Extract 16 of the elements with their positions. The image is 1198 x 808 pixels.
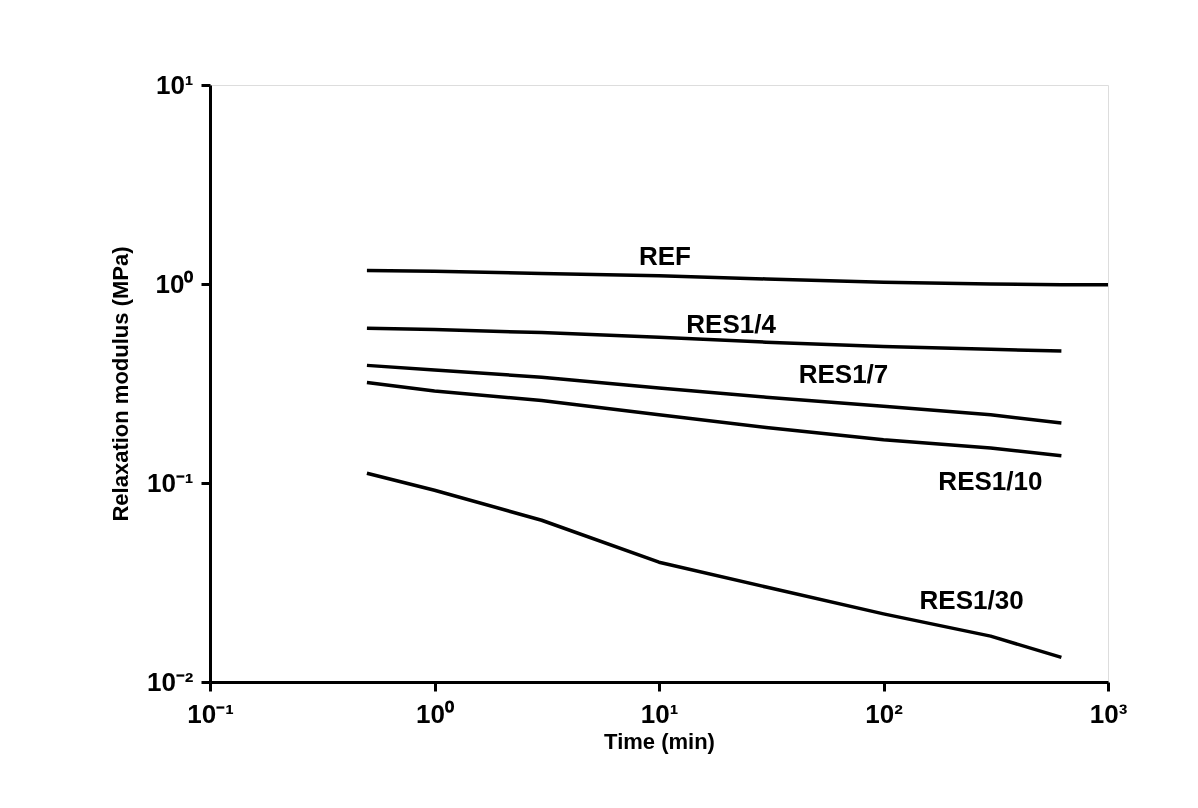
x-axis-title: Time (min)	[604, 728, 715, 754]
x-tick-label: 10¹	[640, 698, 679, 729]
y-tick-label: 10⁰	[155, 268, 195, 299]
x-tick-label: 10²	[865, 698, 904, 729]
x-tick-label: 10⁻¹	[187, 698, 234, 729]
series-label: RES1/30	[919, 585, 1024, 616]
y-tick-label: 10⁻²	[146, 666, 194, 697]
series-label: RES1/10	[938, 465, 1043, 496]
x-tick-label: 10⁰	[416, 698, 455, 729]
y-axis-title: Relaxation modulus (MPa)	[107, 246, 133, 522]
series-label: REF	[639, 240, 691, 271]
y-tick-label: 10¹	[155, 69, 194, 100]
series-label: RES1/7	[798, 359, 889, 390]
x-tick-label: 10³	[1089, 698, 1128, 729]
series-label: RES1/4	[686, 309, 777, 340]
y-tick-label: 10⁻¹	[146, 467, 194, 498]
